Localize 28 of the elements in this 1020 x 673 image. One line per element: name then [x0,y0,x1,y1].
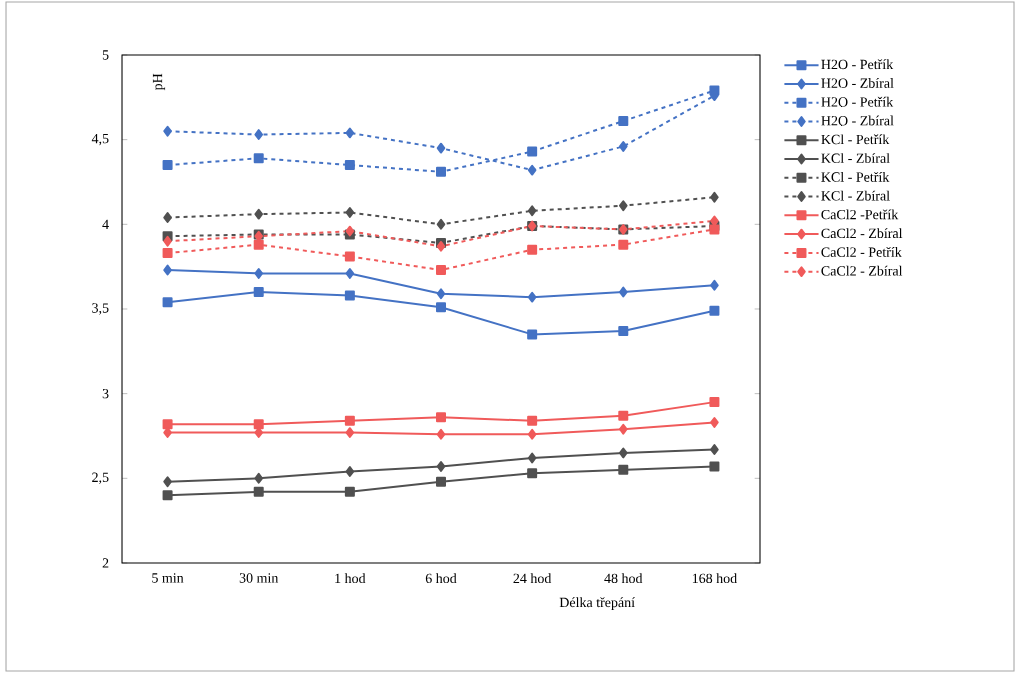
y-tick-label: 2 [102,558,109,568]
legend-label: CaCl2 - Zbíral [821,228,903,239]
x-tick-label: 30 min [239,573,279,583]
legend-label: CaCl2 - Petřík [821,246,902,257]
legend-label: KCl - Petřík [821,134,890,145]
legend-label: H2O - Zbíral [821,115,894,126]
y-tick-label: 3,5 [92,303,109,315]
legend-label: KCl - Petřík [821,171,890,182]
legend-label: H2O - Petřík [821,59,894,70]
y-axis-title: pH [152,73,166,91]
x-tick-label: 168 hod [692,573,737,584]
x-axis-title: Délka třepání [559,597,635,610]
y-tick-label: 3 [102,388,109,399]
x-tick-label: 48 hod [604,573,643,584]
legend-label: CaCl2 -Petřík [821,209,899,220]
x-tick-label: 24 hod [513,573,552,584]
legend-label: KCl - Zbíral [821,190,890,201]
x-tick-label: 6 hod [425,573,457,584]
y-tick-label: 4,5 [91,133,109,146]
y-tick-label: 4 [102,219,109,229]
legend-label: H2O - Petřík [821,96,894,107]
legend-label: H2O - Zbíral [821,78,894,88]
legend-label: CaCl2 - Zbíral [821,265,903,276]
x-tick-label: 5 min [152,573,184,583]
x-tick-label: 1 hod [335,573,366,584]
y-tick-label: 5 [102,50,109,60]
y-tick-label: 2,5 [92,472,109,485]
legend-label: KCl - Zbíral [821,153,890,163]
